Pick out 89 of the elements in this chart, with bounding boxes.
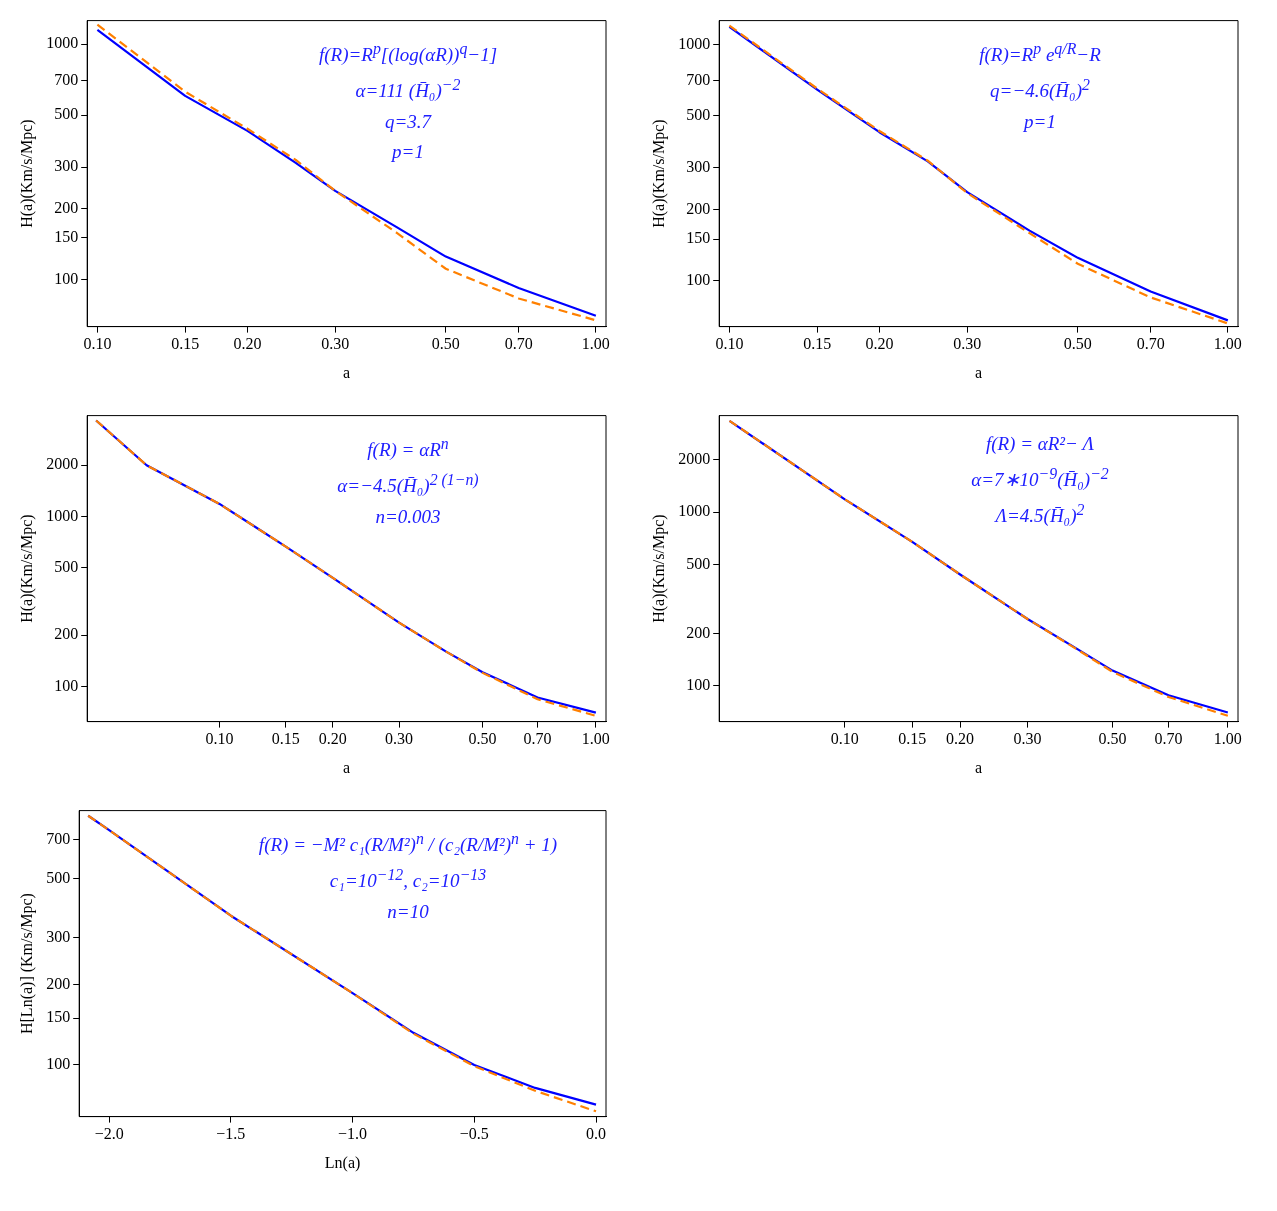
annotation: q=−4.6(H̄₀)$^{2}$ [989, 75, 1091, 104]
x-tick-label: −0.5 [459, 1125, 489, 1143]
annotation: q=3.7 [383, 109, 433, 134]
x-axis-title: a [975, 363, 983, 381]
y-tick-label: 300 [54, 157, 79, 175]
x-tick-label: 1.00 [1213, 335, 1242, 353]
y-tick-label: 100 [686, 270, 711, 288]
y-tick-label: 200 [686, 623, 711, 641]
x-axis-title: Ln(a) [324, 1153, 361, 1172]
y-tick-label: 300 [686, 158, 711, 176]
y-tick-label: 100 [54, 676, 79, 694]
y-tick-label: 500 [54, 105, 79, 123]
x-tick-label: 1.00 [581, 730, 610, 748]
x-tick-label: 0.30 [953, 335, 982, 353]
x-tick-label: −1.5 [216, 1125, 246, 1143]
annotation: Λ=4.5(H̄₀)$^{2}$ [993, 500, 1086, 529]
x-tick-label: 0.30 [321, 335, 350, 353]
annotation: α=111 (H̄₀)$^{−2}$ [354, 75, 462, 104]
annotation: f(R) = −M² c₁(R/M²)$^{n}$ / (c₂(R/M²)$^{n}$ + 1) [257, 829, 559, 858]
x-tick-label: −1.0 [338, 1125, 368, 1143]
y-tick-label: 500 [686, 105, 711, 123]
annotation: n=0.003 [374, 504, 442, 529]
y-axis-title: H[Ln(a)] (Km/s/Mpc) [17, 893, 36, 1035]
x-tick-label: 0.15 [171, 335, 200, 353]
annotation: α=7∗10$^{−9}$(H̄₀)$^{−2}$ [970, 464, 1110, 493]
x-tick-label: 0.50 [468, 730, 497, 748]
y-tick-label: 500 [54, 557, 79, 575]
y-tick-label: 1000 [678, 502, 711, 520]
y-tick-label: 700 [46, 829, 71, 847]
x-tick-label: 0.70 [1136, 335, 1165, 353]
y-tick-label: 2000 [678, 450, 711, 468]
x-tick-label: 0.15 [803, 335, 832, 353]
x-tick-label: 0.10 [830, 730, 859, 748]
x-tick-label: −2.0 [94, 1125, 124, 1143]
x-tick-label: 0.10 [715, 335, 744, 353]
x-tick-label: 0.0 [586, 1125, 607, 1143]
x-tick-label: 0.70 [504, 335, 533, 353]
y-tick-label: 200 [54, 625, 79, 643]
annotation: n=10 [386, 899, 430, 924]
y-tick-label: 700 [54, 70, 79, 88]
y-axis-title: H(a)(Km/s/Mpc) [649, 514, 668, 623]
y-tick-label: 100 [686, 675, 711, 693]
x-tick-label: 0.15 [898, 730, 927, 748]
x-tick-label: 0.30 [1013, 730, 1042, 748]
x-tick-label: 0.70 [523, 730, 552, 748]
y-tick-label: 300 [46, 927, 71, 945]
y-tick-label: 100 [46, 1055, 71, 1073]
x-tick-label: 0.20 [865, 335, 894, 353]
x-tick-label: 0.50 [431, 335, 460, 353]
x-tick-label: 0.10 [83, 335, 112, 353]
y-tick-label: 1000 [46, 34, 79, 52]
x-tick-label: 1.00 [1213, 730, 1242, 748]
x-axis-title: a [343, 758, 351, 776]
y-axis-title: H(a)(Km/s/Mpc) [17, 514, 36, 623]
annotation: c₁=10$^{−12}$, c₂=10$^{−13}$ [328, 865, 488, 894]
annotation: α=−4.5(H̄₀)$^{2 (1−n)}$ [336, 470, 480, 499]
x-tick-label: 0.50 [1063, 335, 1092, 353]
y-tick-label: 500 [686, 554, 711, 572]
x-tick-label: 0.50 [1098, 730, 1127, 748]
y-tick-label: 150 [54, 228, 79, 246]
y-tick-label: 1000 [46, 506, 79, 524]
y-tick-label: 200 [54, 198, 79, 216]
y-tick-label: 200 [46, 974, 71, 992]
x-tick-label: 0.30 [385, 730, 414, 748]
y-tick-label: 150 [686, 229, 711, 247]
y-tick-label: 150 [46, 1008, 71, 1026]
y-tick-label: 200 [686, 199, 711, 217]
y-tick-label: 500 [46, 868, 71, 886]
x-tick-label: 0.20 [946, 730, 975, 748]
x-tick-label: 0.10 [205, 730, 234, 748]
annotation: p=1 [1022, 109, 1057, 134]
y-axis-title: H(a)(Km/s/Mpc) [17, 119, 36, 228]
y-tick-label: 2000 [46, 455, 79, 473]
y-axis-title: H(a)(Km/s/Mpc) [649, 119, 668, 228]
x-tick-label: 1.00 [581, 335, 610, 353]
annotation: f(R) = αR²− Λ [984, 432, 1096, 456]
annotation: f(R)=R$^{p}$ e$^{q/R}$−R [978, 39, 1102, 68]
x-tick-label: 0.20 [233, 335, 262, 353]
annotation: f(R) = αR$^{n}$ [366, 434, 450, 463]
annotation: f(R)=R$^{p}$[(log(αR))$^{q}$−1] [317, 39, 499, 68]
x-tick-label: 0.15 [271, 730, 300, 748]
x-tick-label: 0.20 [318, 730, 347, 748]
y-tick-label: 100 [54, 269, 79, 287]
annotation: p=1 [390, 139, 425, 164]
x-axis-title: a [975, 758, 983, 776]
y-tick-label: 700 [686, 71, 711, 89]
y-tick-label: 1000 [678, 34, 711, 52]
x-tick-label: 0.70 [1154, 730, 1183, 748]
x-axis-title: a [343, 363, 351, 381]
